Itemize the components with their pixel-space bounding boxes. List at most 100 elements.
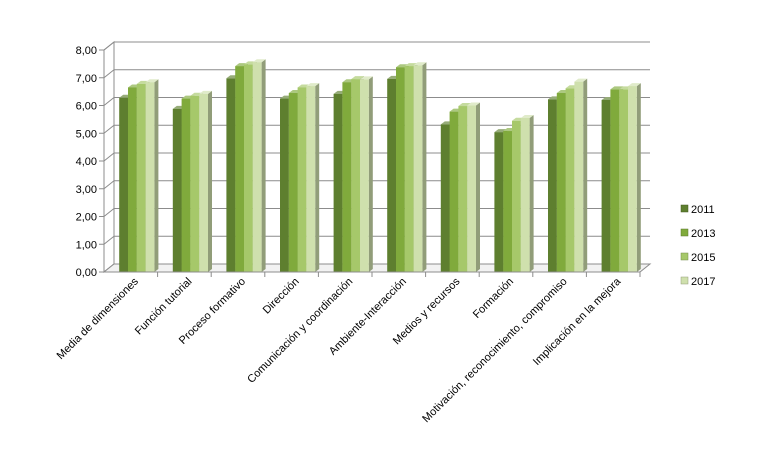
bar-top [520, 114, 534, 118]
bar-top [306, 83, 320, 87]
bar-front [610, 89, 620, 272]
bar-front [280, 98, 289, 272]
bar-front [565, 88, 575, 272]
legend-item: 2015 [680, 252, 715, 264]
bar-front [145, 82, 155, 272]
bar-front [396, 67, 405, 272]
bar-front [413, 65, 423, 272]
gridline [103, 69, 650, 79]
y-tick-label: 8,00 [76, 45, 97, 57]
bar-side [422, 62, 427, 273]
legend-item: 2013 [680, 228, 715, 240]
bar-front [288, 93, 298, 272]
x-category-label: Formación [471, 276, 516, 321]
bar-front [351, 79, 360, 272]
bar-side [476, 102, 480, 272]
bar-front [136, 83, 146, 272]
bar [360, 76, 373, 272]
bar-top [252, 59, 266, 63]
bar-top [610, 86, 624, 90]
y-tick-label: 2,00 [76, 212, 97, 224]
bar [145, 79, 159, 272]
bar-top [628, 83, 641, 87]
bar-front [360, 79, 369, 272]
bar-side [583, 78, 588, 272]
y-tick-label: 1,00 [76, 239, 97, 251]
bar-front [449, 111, 459, 272]
bar-front [342, 82, 352, 272]
x-category-label: Implicación en la mejora [531, 275, 624, 368]
bar-front [181, 98, 191, 272]
bar-front [440, 124, 450, 273]
bar-front [556, 93, 566, 272]
x-category-label: Función tutorial [133, 276, 195, 338]
bar [467, 102, 480, 272]
bar-front [172, 108, 182, 272]
bar [520, 114, 534, 272]
bar-top [351, 76, 364, 80]
y-tick-label: 0,00 [76, 267, 97, 279]
bar-top [145, 79, 159, 83]
legend-swatch [680, 228, 689, 237]
bar [199, 90, 212, 272]
bar-front [226, 78, 236, 273]
legend-label: 2011 [691, 204, 715, 216]
bar-top [574, 78, 588, 82]
bars [119, 59, 641, 273]
bar-front [119, 97, 128, 272]
y-tick-label: 5,00 [76, 128, 97, 140]
legend-label: 2017 [691, 276, 715, 288]
y-axis: 0,00 1,00 2,00 3,00 4,00 5,00 6,00 7,00 8,00 [76, 45, 105, 279]
gridline [103, 41, 650, 51]
y-tick-label: 4,00 [76, 156, 97, 168]
bar-front [520, 117, 530, 272]
bar [252, 59, 266, 273]
bar-top [467, 102, 480, 106]
bar-side [261, 59, 266, 273]
legend-swatch [680, 252, 689, 261]
bar-front [628, 86, 637, 272]
bar [628, 83, 641, 272]
bar-side [315, 83, 320, 272]
bar-front [404, 66, 414, 272]
bar-top [360, 76, 373, 80]
bar-front [494, 132, 504, 272]
bar-front [387, 78, 396, 272]
bar-side [208, 90, 212, 272]
bar-front [601, 99, 611, 272]
x-category-label: Comunicación y coordinación [245, 276, 355, 386]
bar-front [458, 106, 468, 273]
bar [574, 78, 588, 272]
bar-front [199, 93, 208, 272]
x-category-label: Dirección [261, 276, 302, 317]
legend-swatch [680, 204, 689, 213]
legend-item: 2017 [680, 276, 715, 288]
bar-front [333, 93, 343, 272]
x-category-label: Media de dimensiones [55, 275, 142, 362]
bar-front [252, 62, 262, 273]
bar-front [235, 66, 244, 272]
legend-swatch [680, 276, 689, 285]
bar-front [548, 99, 557, 273]
bar-front [128, 87, 137, 273]
y-tick-label: 6,00 [76, 101, 97, 113]
bar-side [529, 114, 534, 272]
bar-top [199, 90, 212, 94]
bar [413, 62, 427, 273]
bar-front [297, 87, 307, 273]
bar-front [306, 86, 316, 272]
bar-top [413, 62, 427, 66]
bar-front [244, 64, 253, 273]
bar-front [574, 81, 584, 272]
bar-front [512, 120, 521, 272]
bar-front [619, 89, 628, 272]
bar-side [154, 79, 159, 272]
bar-side [636, 83, 641, 272]
bar [306, 83, 320, 272]
legend-label: 2015 [691, 252, 715, 264]
bar-side [368, 76, 373, 272]
y-tick-label: 3,00 [76, 184, 97, 196]
bar-front [503, 131, 512, 272]
y-tick-label: 7,00 [76, 73, 97, 85]
